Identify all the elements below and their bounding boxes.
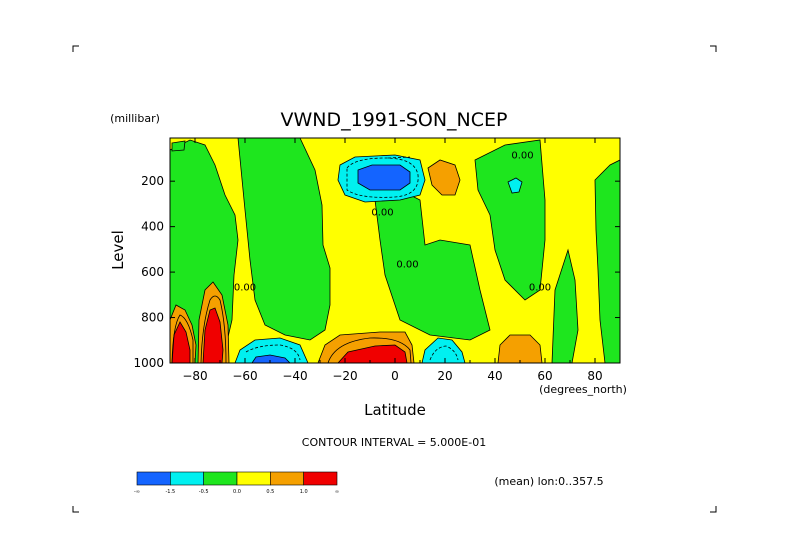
colorbar-label: 0.5: [266, 489, 274, 495]
contour-labels: 0.00 0.00 0.00 0.00 0.00: [234, 150, 551, 293]
region-red-surface-equator: [337, 344, 408, 363]
x-axis-label: Latitude: [364, 401, 426, 419]
y-tick-label: 600: [141, 265, 164, 279]
region-orange-upper-north: [427, 159, 461, 196]
contour-label: 0.00: [511, 150, 533, 161]
x-tick-label: 40: [487, 369, 502, 383]
x-unit-label: (degrees_north): [539, 383, 627, 396]
colorbar-label: 0.0: [233, 489, 241, 495]
plot-area: 0.00 0.00 0.00 0.00 0.00: [169, 137, 621, 364]
negative-contours: [245, 156, 459, 361]
x-tick-label: −80: [182, 369, 207, 383]
x-tick-label: 20: [437, 369, 452, 383]
y-unit-label: (millibar): [110, 112, 160, 125]
y-tick-label: 800: [141, 311, 164, 325]
x-tick-label: −60: [232, 369, 257, 383]
contour-label: 0.00: [529, 282, 551, 293]
x-tick-label: −40: [282, 369, 307, 383]
region-blue-upper: [357, 164, 411, 191]
colorbar-label: -0.5: [199, 489, 209, 495]
colorbar-swatch: [303, 471, 338, 486]
contour-label: 0.00: [396, 260, 418, 271]
region-cyan-north-spot: [507, 177, 523, 194]
colorbar-swatch: [236, 471, 271, 486]
region-blue-surface-south: [251, 354, 291, 363]
y-tick-label: 200: [141, 174, 164, 188]
y-axis-label: Level: [109, 230, 127, 270]
region-orange-surface-north: [497, 334, 543, 363]
x-tick-label: −20: [332, 369, 357, 383]
colorbar-label: ∞: [335, 489, 339, 495]
y-axis: 200 400 600 800 1000: [133, 174, 620, 370]
x-axis: −80 −60 −40 −20 0 20 40 60 80: [169, 138, 621, 383]
region-green-equator: [374, 189, 491, 341]
positive-contours: [171, 295, 412, 363]
x-tick-label: 80: [587, 369, 602, 383]
region-green-north-low: [551, 248, 579, 363]
region-cyan-surface-north: [421, 337, 466, 363]
colorbar-label: -1.5: [165, 489, 175, 495]
colorbar-swatch: [136, 471, 171, 486]
x-tick-label: 60: [537, 369, 552, 383]
colorbar-swatch: [270, 471, 304, 486]
y-tick-label: 1000: [133, 356, 164, 370]
region-green-north-mid: [474, 139, 546, 301]
x-tick-label: 0: [391, 369, 399, 383]
corner-marks: [72, 45, 717, 513]
contour-interval-text: CONTOUR INTERVAL = 5.000E-01: [302, 436, 486, 449]
contour-label: 0.00: [371, 207, 393, 218]
region-green-south-mid: [237, 138, 331, 341]
colorbar-swatch: [203, 471, 238, 486]
contour-label: 0.00: [234, 282, 256, 293]
region-green-far-north: [594, 159, 620, 363]
region-green-top-left: [171, 140, 186, 152]
colorbar-label: 1.0: [300, 489, 308, 495]
y-tick-label: 400: [141, 220, 164, 234]
average-note: (mean) lon:0..357.5: [494, 475, 603, 488]
colorbar: -∞ -1.5 -0.5 0.0 0.5 1.0 ∞: [134, 471, 339, 495]
chart-title: VWND_1991-SON_NCEP: [280, 109, 507, 131]
region-cyan-surface-south: [234, 337, 309, 363]
colorbar-label: -∞: [134, 489, 140, 495]
region-red-south-b: [202, 307, 224, 363]
colorbar-swatch: [170, 471, 204, 486]
